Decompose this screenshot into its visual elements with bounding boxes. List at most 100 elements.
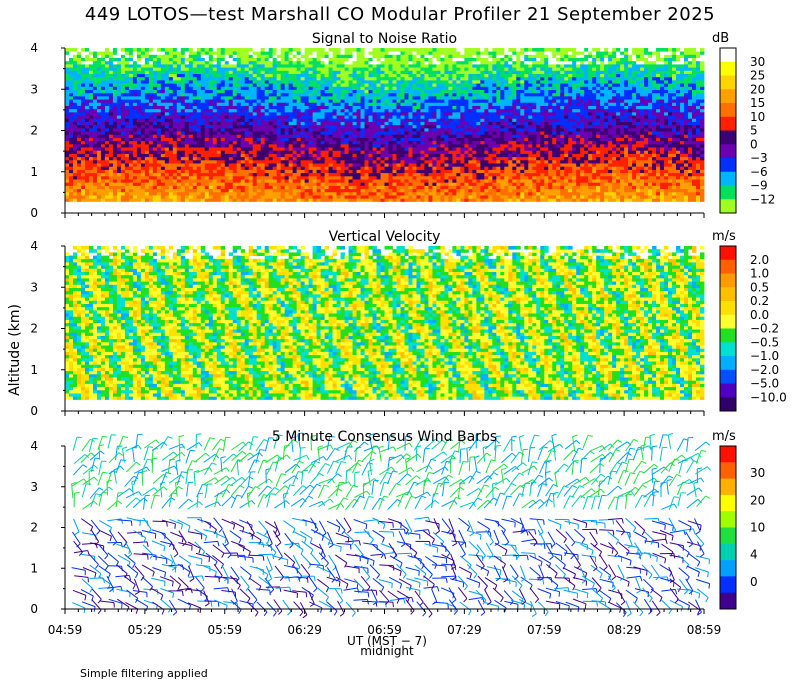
heatmap-cell bbox=[456, 182, 461, 186]
heatmap-cell bbox=[116, 147, 122, 151]
heatmap-cell bbox=[396, 166, 401, 170]
heatmap-cell bbox=[224, 70, 230, 74]
heatmap-cell bbox=[152, 83, 158, 87]
heatmap-cell bbox=[456, 118, 461, 122]
heatmap-cell bbox=[120, 111, 126, 116]
heatmap-cell bbox=[132, 115, 138, 119]
heatmap-cell bbox=[248, 89, 254, 94]
heatmap-cell bbox=[476, 188, 481, 193]
heatmap-cell bbox=[176, 191, 182, 196]
heatmap-cell bbox=[220, 105, 226, 110]
heatmap-cell bbox=[120, 175, 126, 180]
heatmap-cell bbox=[420, 99, 425, 103]
heatmap-cell bbox=[256, 76, 262, 81]
heatmap-cell bbox=[432, 188, 437, 193]
heatmap-cell bbox=[444, 124, 449, 129]
heatmap-cell bbox=[476, 150, 481, 154]
heatmap-cell bbox=[444, 166, 449, 170]
heatmap-cell bbox=[136, 179, 142, 183]
heatmap-cell bbox=[332, 179, 337, 183]
heatmap-cell bbox=[260, 48, 266, 52]
heatmap-cell bbox=[316, 105, 321, 110]
heatmap-cell bbox=[208, 191, 214, 196]
heatmap-cell bbox=[120, 83, 126, 87]
heatmap-cell bbox=[204, 118, 210, 122]
heatmap-cell bbox=[136, 86, 142, 90]
heatmap-cell bbox=[196, 175, 202, 180]
heatmap-cell bbox=[460, 188, 465, 193]
heatmap-cell bbox=[252, 67, 258, 71]
heatmap-cell bbox=[208, 118, 214, 122]
heatmap-cell bbox=[340, 70, 345, 74]
heatmap-cell bbox=[104, 143, 110, 148]
heatmap-cell bbox=[452, 54, 457, 58]
heatmap-cell bbox=[428, 67, 433, 71]
heatmap-cell bbox=[372, 179, 377, 183]
heatmap-cell bbox=[368, 156, 373, 161]
heatmap-cell bbox=[344, 67, 349, 71]
heatmap-cell bbox=[176, 185, 182, 190]
heatmap-cell bbox=[84, 153, 90, 158]
heatmap-cell bbox=[468, 185, 473, 190]
heatmap-cell bbox=[412, 111, 417, 116]
heatmap-cell bbox=[184, 83, 190, 87]
heatmap-cell bbox=[276, 118, 282, 122]
heatmap-cell bbox=[428, 73, 433, 78]
heatmap-cell bbox=[472, 67, 477, 71]
heatmap-cell bbox=[376, 166, 381, 170]
heatmap-cell bbox=[76, 169, 82, 174]
heatmap-cell bbox=[476, 121, 481, 126]
heatmap-cell bbox=[188, 54, 194, 58]
heatmap-cell bbox=[332, 175, 337, 180]
heatmap-cell bbox=[328, 166, 333, 170]
heatmap-cell bbox=[452, 166, 457, 170]
heatmap-cell bbox=[156, 179, 162, 183]
heatmap-cell bbox=[76, 166, 82, 170]
heatmap-cell bbox=[472, 150, 477, 154]
heatmap-cell bbox=[96, 108, 102, 113]
heatmap-cell bbox=[248, 105, 254, 110]
heatmap-cell bbox=[396, 54, 401, 58]
heatmap-cell bbox=[384, 127, 389, 132]
heatmap-cell bbox=[404, 111, 409, 116]
heatmap-cell bbox=[292, 63, 298, 68]
heatmap-cell bbox=[148, 185, 154, 190]
heatmap-cell bbox=[232, 147, 238, 151]
heatmap-cell bbox=[96, 86, 102, 90]
heatmap-cell bbox=[104, 70, 110, 74]
heatmap-cell bbox=[316, 150, 321, 154]
heatmap-cell bbox=[408, 156, 413, 161]
heatmap-cell bbox=[252, 70, 258, 74]
heatmap-cell bbox=[472, 131, 477, 135]
heatmap-cell bbox=[472, 57, 477, 62]
heatmap-cell bbox=[112, 188, 118, 193]
heatmap-cell bbox=[392, 102, 397, 106]
heatmap-cell bbox=[328, 83, 333, 87]
heatmap-cell bbox=[168, 124, 174, 129]
heatmap-cell bbox=[232, 134, 238, 138]
heatmap-cell bbox=[160, 108, 166, 113]
heatmap-cell bbox=[148, 92, 154, 97]
heatmap-cell bbox=[112, 172, 118, 177]
heatmap-cell bbox=[432, 70, 437, 74]
heatmap-cell bbox=[320, 48, 325, 52]
heatmap-cell bbox=[84, 76, 90, 81]
heatmap-cell bbox=[384, 143, 389, 148]
heatmap-cell bbox=[284, 191, 290, 196]
heatmap-cell bbox=[412, 108, 417, 113]
heatmap-cell bbox=[116, 127, 122, 132]
heatmap-cell bbox=[76, 188, 82, 193]
heatmap-cell bbox=[364, 198, 369, 202]
heatmap-cell bbox=[428, 54, 433, 58]
heatmap-cell bbox=[352, 54, 357, 58]
heatmap-cell bbox=[168, 140, 174, 145]
heatmap-cell bbox=[180, 108, 186, 113]
heatmap-cell bbox=[224, 131, 230, 135]
heatmap-cell bbox=[184, 150, 190, 154]
heatmap-cell bbox=[232, 76, 238, 81]
heatmap-cell bbox=[156, 111, 162, 116]
heatmap-cell bbox=[148, 60, 154, 65]
heatmap-cell bbox=[92, 153, 98, 158]
heatmap-cell bbox=[96, 57, 102, 62]
heatmap-cell bbox=[344, 99, 349, 103]
